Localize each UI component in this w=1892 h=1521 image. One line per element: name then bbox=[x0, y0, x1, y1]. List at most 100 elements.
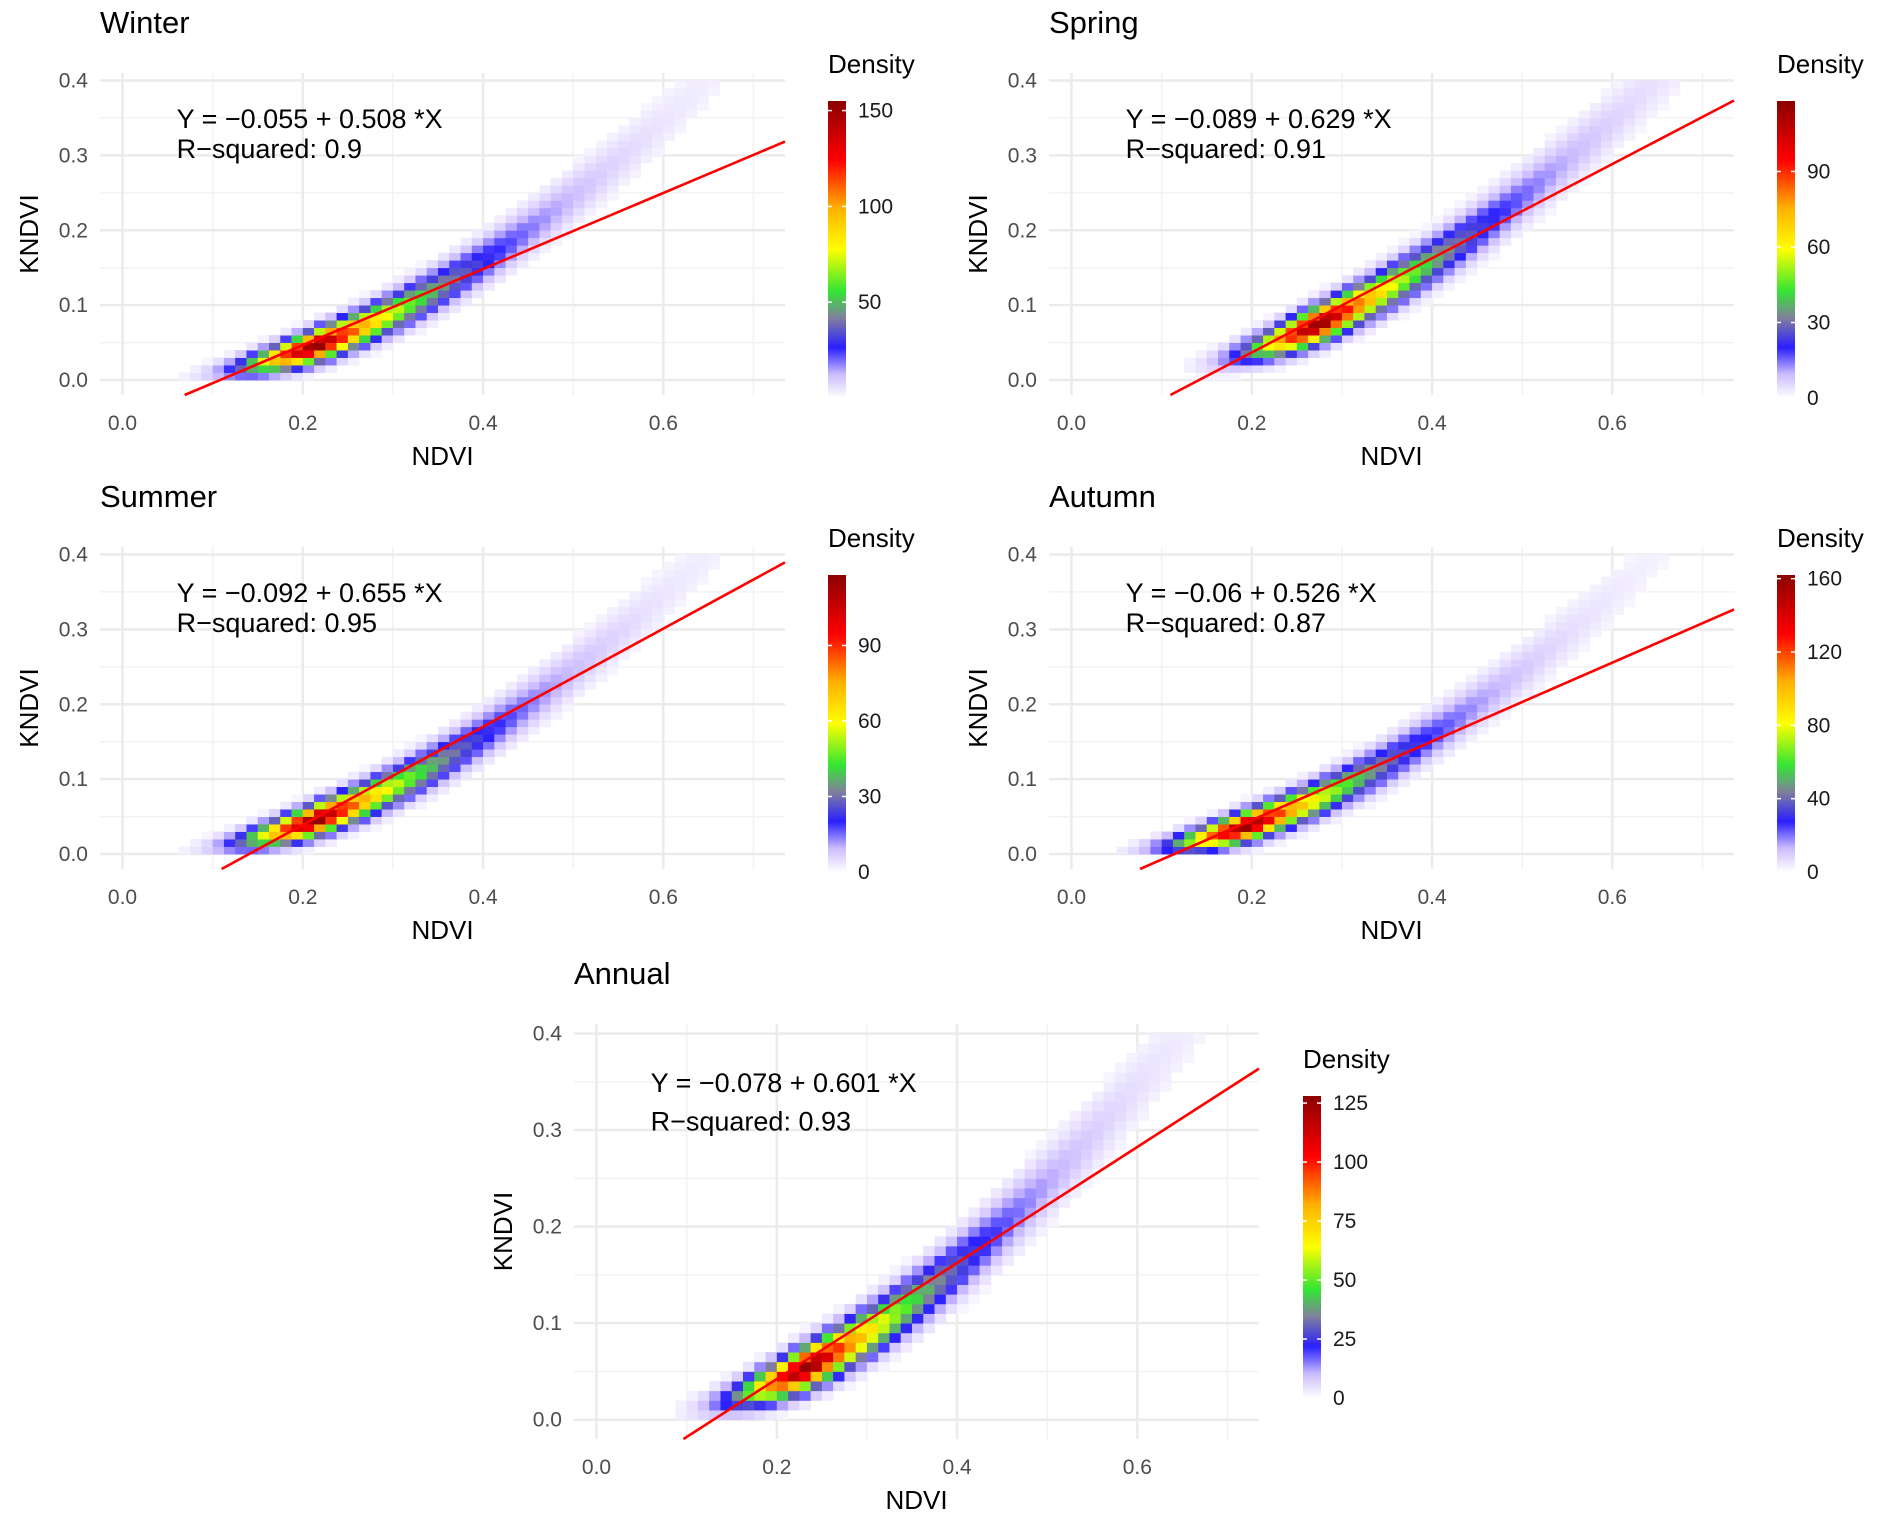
density-cell bbox=[911, 1274, 924, 1285]
density-cell bbox=[1126, 1091, 1138, 1102]
density-cell bbox=[1386, 305, 1399, 314]
density-cell bbox=[685, 87, 698, 96]
density-cell bbox=[1024, 1168, 1037, 1179]
density-cell bbox=[314, 801, 326, 810]
density-cell bbox=[1432, 719, 1444, 728]
density-cell bbox=[392, 809, 405, 817]
density-cell bbox=[1240, 846, 1253, 855]
density-cell bbox=[1544, 140, 1557, 149]
density-cell bbox=[1171, 1033, 1183, 1044]
density-cell bbox=[1103, 1101, 1116, 1112]
density-cell bbox=[900, 1265, 913, 1276]
chart-title: Annual bbox=[574, 956, 671, 991]
density-cell bbox=[426, 756, 439, 765]
density-cell bbox=[1623, 576, 1636, 585]
density-cell bbox=[1285, 831, 1298, 840]
legend-tick-label: 50 bbox=[1333, 1269, 1356, 1292]
density-cell bbox=[1375, 282, 1388, 291]
density-cell bbox=[595, 200, 608, 209]
density-cell bbox=[573, 681, 585, 690]
density-cell bbox=[1465, 215, 1478, 224]
density-cell bbox=[878, 1342, 890, 1353]
density-cell bbox=[426, 305, 439, 314]
density-cell bbox=[1488, 696, 1501, 705]
density-cell bbox=[1364, 786, 1377, 795]
density-cell bbox=[1114, 1120, 1127, 1131]
density-cell bbox=[889, 1352, 902, 1363]
density-cell bbox=[550, 674, 563, 683]
density-cell bbox=[212, 846, 225, 855]
density-cell bbox=[584, 681, 597, 690]
density-cell bbox=[1533, 170, 1546, 179]
density-cell bbox=[1601, 110, 1613, 119]
density-cell bbox=[1229, 809, 1241, 817]
density-cell bbox=[347, 771, 360, 780]
density-cell bbox=[685, 576, 698, 585]
density-cell bbox=[268, 816, 281, 825]
density-cell bbox=[1499, 207, 1512, 216]
density-cell bbox=[934, 1313, 947, 1324]
density-cell bbox=[1092, 1159, 1104, 1170]
density-cell bbox=[810, 1323, 823, 1334]
density-cell bbox=[1623, 554, 1636, 563]
density-cell bbox=[1432, 741, 1444, 750]
density-cell bbox=[561, 674, 574, 683]
density-cell bbox=[1533, 636, 1546, 645]
density-cells bbox=[178, 554, 721, 855]
density-cell bbox=[1047, 1207, 1059, 1218]
density-cell bbox=[606, 192, 619, 201]
density-cell bbox=[1341, 786, 1354, 795]
density-cell bbox=[1544, 651, 1557, 660]
density-cell bbox=[833, 1303, 845, 1314]
density-cell bbox=[1488, 207, 1501, 216]
density-cell bbox=[359, 335, 371, 343]
density-cell bbox=[1533, 162, 1546, 171]
density-cell bbox=[1364, 801, 1377, 810]
density-cell bbox=[595, 651, 608, 660]
density-cell bbox=[1308, 801, 1320, 810]
density-cell bbox=[1002, 1178, 1014, 1189]
regression-equation: Y = −0.06 + 0.526 *X bbox=[1126, 578, 1377, 608]
density-cell bbox=[1114, 1130, 1127, 1141]
density-cell bbox=[528, 696, 540, 705]
density-cell bbox=[1058, 1159, 1071, 1170]
density-cell bbox=[505, 215, 518, 224]
density-cell bbox=[314, 831, 326, 840]
density-cell bbox=[1544, 170, 1557, 179]
density-cell bbox=[1206, 824, 1219, 832]
x-tick-label: 0.0 bbox=[1057, 886, 1086, 909]
density-cell bbox=[404, 282, 416, 291]
density-cell bbox=[1229, 372, 1241, 381]
density-cell bbox=[1047, 1178, 1059, 1189]
density-cell bbox=[1454, 215, 1467, 224]
density-cell bbox=[1159, 1052, 1172, 1064]
density-cell bbox=[268, 365, 281, 373]
density-cell bbox=[1148, 1072, 1161, 1083]
density-cell bbox=[1375, 260, 1388, 269]
density-cell bbox=[280, 831, 292, 840]
density-cell bbox=[866, 1284, 879, 1295]
density-cell bbox=[268, 824, 281, 832]
density-cell bbox=[1251, 801, 1264, 810]
density-cell bbox=[1308, 320, 1320, 329]
density-cell bbox=[968, 1226, 980, 1237]
density-cell bbox=[934, 1236, 947, 1247]
density-cell bbox=[1364, 749, 1377, 758]
density-cell bbox=[1589, 132, 1602, 141]
density-cell bbox=[494, 260, 506, 269]
density-cell bbox=[1126, 1072, 1138, 1083]
density-cell bbox=[539, 207, 552, 216]
density-cell bbox=[325, 365, 337, 373]
density-cell bbox=[990, 1217, 1003, 1228]
density-cell bbox=[709, 1390, 721, 1401]
density-cell bbox=[325, 312, 337, 321]
y-tick-label: 0.3 bbox=[1008, 618, 1037, 641]
density-cell bbox=[494, 711, 506, 720]
density-cell bbox=[268, 335, 281, 343]
density-cell bbox=[325, 801, 337, 810]
density-cell bbox=[370, 290, 383, 299]
density-cell bbox=[855, 1342, 868, 1353]
density-cell bbox=[550, 177, 563, 186]
density-cell bbox=[1578, 170, 1591, 179]
density-cell bbox=[1499, 696, 1512, 705]
